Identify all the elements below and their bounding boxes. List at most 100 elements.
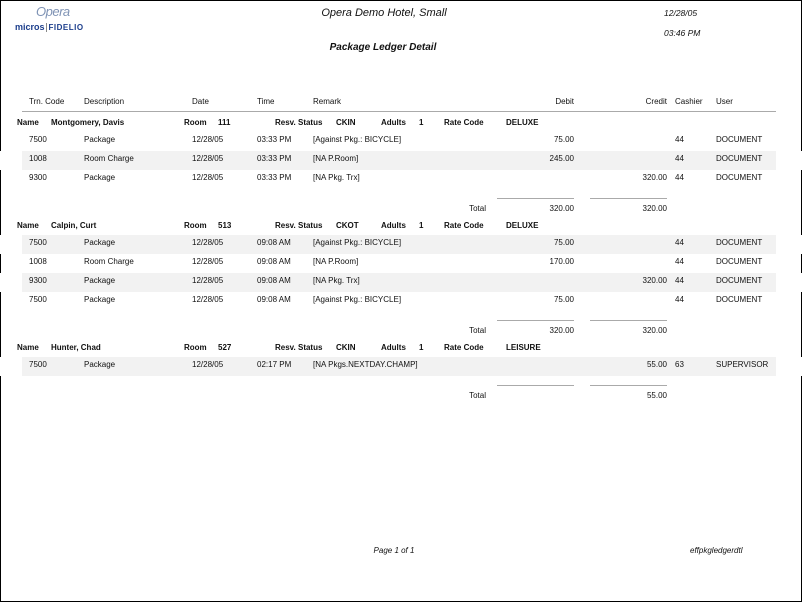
room-number: 527 [218, 343, 232, 352]
remark: [Against Pkg.: BICYCLE] [313, 135, 402, 144]
guest-name: Calpin, Curt [51, 221, 97, 230]
user: DOCUMENT [716, 238, 763, 247]
room-label: Room [184, 221, 207, 230]
credit-total-line [590, 198, 667, 199]
report-date: 12/28/05 [664, 8, 698, 18]
user: DOCUMENT [716, 276, 763, 285]
user: DOCUMENT [716, 135, 763, 144]
description: Package [84, 173, 116, 182]
remark: [NA Pkg. Trx] [313, 173, 360, 182]
remark: [NA Pkg. Trx] [313, 276, 360, 285]
rate-code: DELUXE [506, 118, 539, 127]
ledger-body: Name Montgomery, Davis Room 111 Resv. Status… [0, 116, 802, 406]
table-row: 7500 Package 12/28/05 03:33 PM [Against Pkg.… [0, 132, 802, 151]
opera-logo: Opera [36, 4, 70, 19]
resv-status: CKIN [336, 118, 356, 127]
total-debit: 320.00 [549, 326, 574, 335]
report-id: effpkgledgerdtl [690, 546, 743, 555]
room-number: 111 [218, 118, 231, 127]
time: 03:33 PM [257, 135, 292, 144]
remark: [NA P.Room] [313, 154, 359, 163]
description: Package [84, 135, 116, 144]
remark: [Against Pkg.: BICYCLE] [313, 295, 402, 304]
cashier: 44 [675, 173, 684, 182]
user: DOCUMENT [716, 295, 763, 304]
rate-code-label: Rate Code [444, 118, 484, 127]
remark: [NA Pkgs.NEXTDAY.CHAMP] [313, 360, 418, 369]
time: 09:08 AM [257, 257, 291, 266]
name-label: Name [17, 221, 39, 230]
col-remark: Remark [313, 97, 342, 106]
room-label: Room [184, 343, 207, 352]
resv-status-label: Resv. Status [275, 221, 323, 230]
resv-status-label: Resv. Status [275, 343, 323, 352]
name-label: Name [17, 118, 39, 127]
resv-status: CKOT [336, 221, 359, 230]
debit: 245.00 [549, 154, 574, 163]
date: 12/28/05 [192, 257, 224, 266]
user: DOCUMENT [716, 257, 763, 266]
resv-status-label: Resv. Status [275, 118, 323, 127]
debit: 170.00 [549, 257, 574, 266]
total-credit: 55.00 [646, 391, 667, 400]
description: Package [84, 295, 116, 304]
credit: 320.00 [642, 276, 667, 285]
trn-code: 7500 [29, 238, 47, 247]
total-label: Total [469, 204, 486, 213]
col-cashier: Cashier [675, 97, 703, 106]
credit-total-line [590, 385, 667, 386]
time: 09:08 AM [257, 276, 291, 285]
name-label: Name [17, 343, 39, 352]
description: Package [84, 360, 116, 369]
credit: 320.00 [642, 173, 667, 182]
cashier: 44 [675, 135, 684, 144]
report-time: 03:46 PM [664, 28, 701, 38]
rate-code-label: Rate Code [444, 221, 484, 230]
date: 12/28/05 [192, 238, 224, 247]
rate-code: DELUXE [506, 221, 539, 230]
credit: 55.00 [646, 360, 667, 369]
date: 12/28/05 [192, 173, 224, 182]
table-row: 1008 Room Charge 12/28/05 03:33 PM [NA P.Roo… [0, 151, 802, 170]
total-row: Total 320.00 320.00 [0, 311, 802, 341]
total-credit: 320.00 [642, 204, 667, 213]
hotel-name: Opera Demo Hotel, Small [321, 7, 447, 19]
trn-code: 7500 [29, 295, 47, 304]
trn-code: 1008 [29, 257, 47, 266]
debit: 75.00 [553, 135, 574, 144]
description: Package [84, 238, 116, 247]
table-row: 1008 Room Charge 12/28/05 09:08 AM [NA P.Roo… [0, 254, 802, 273]
date: 12/28/05 [192, 360, 224, 369]
date: 12/28/05 [192, 135, 224, 144]
table-row: 7500 Package 12/28/05 02:17 PM [NA Pkgs.NEXT… [0, 357, 802, 376]
rate-code-label: Rate Code [444, 343, 484, 352]
room-label: Room [184, 118, 207, 127]
guest-header-row: Name Hunter, Chad Room 527 Resv. Status CKIN A… [0, 341, 802, 357]
trn-code: 9300 [29, 173, 47, 182]
date: 12/28/05 [192, 276, 224, 285]
description: Room Charge [84, 154, 134, 163]
room-number: 513 [218, 221, 232, 230]
page-number: Page 1 of 1 [373, 546, 415, 555]
credit-total-line [590, 320, 667, 321]
total-row: Total 320.00 320.00 [0, 189, 802, 219]
table-row: 7500 Package 12/28/05 09:08 AM [Against Pkg.… [0, 292, 802, 311]
col-date: Date [192, 97, 209, 106]
trn-code: 1008 [29, 154, 47, 163]
remark: [NA P.Room] [313, 257, 359, 266]
rate-code: LEISURE [506, 343, 541, 352]
time: 09:08 AM [257, 238, 291, 247]
col-debit: Debit [555, 97, 574, 106]
time: 03:33 PM [257, 154, 292, 163]
time: 02:17 PM [257, 360, 292, 369]
col-time: Time [257, 97, 275, 106]
col-credit: Credit [645, 97, 667, 106]
total-debit: 320.00 [549, 204, 574, 213]
adults-label: Adults [381, 118, 406, 127]
user: DOCUMENT [716, 173, 763, 182]
debit-total-line [497, 198, 574, 199]
guest-name: Hunter, Chad [51, 343, 101, 352]
date: 12/28/05 [192, 295, 224, 304]
description: Room Charge [84, 257, 134, 266]
adults-count: 1 [419, 118, 424, 127]
